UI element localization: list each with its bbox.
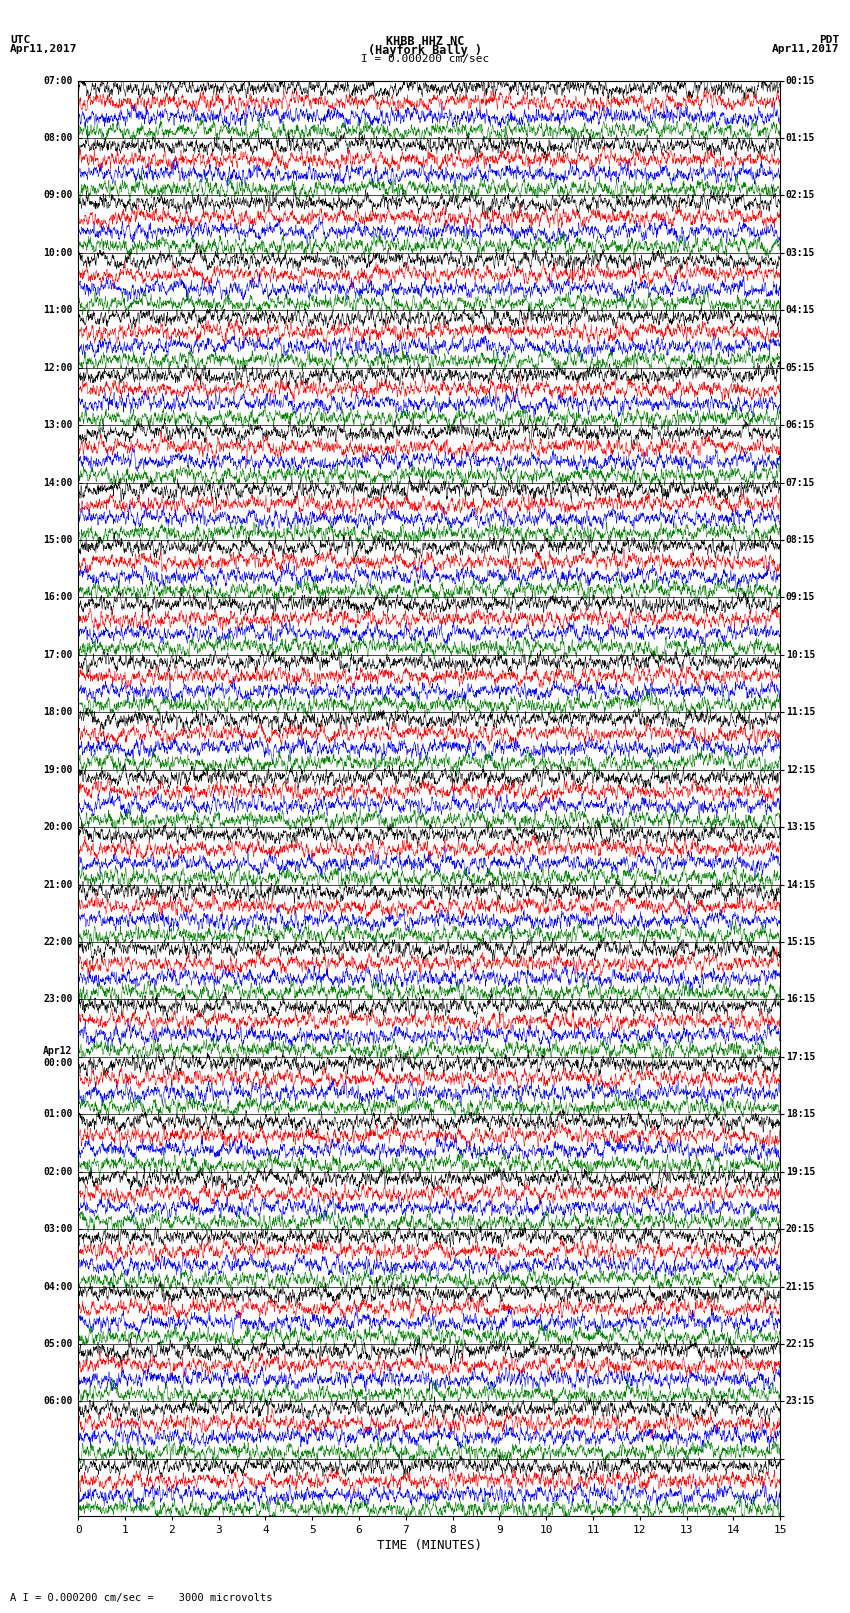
Text: 19:15: 19:15 xyxy=(786,1166,815,1176)
Text: 15:00: 15:00 xyxy=(43,536,72,545)
Text: 13:15: 13:15 xyxy=(786,823,815,832)
Text: 14:00: 14:00 xyxy=(43,477,72,487)
Text: 18:15: 18:15 xyxy=(786,1110,815,1119)
Text: 17:15: 17:15 xyxy=(786,1052,815,1061)
Text: 05:00: 05:00 xyxy=(43,1339,72,1348)
Text: 09:15: 09:15 xyxy=(786,592,815,602)
Text: 01:15: 01:15 xyxy=(786,134,815,144)
Text: (Hayfork Bally ): (Hayfork Bally ) xyxy=(368,44,482,56)
Text: 07:15: 07:15 xyxy=(786,477,815,487)
Text: 22:00: 22:00 xyxy=(43,937,72,947)
Text: 16:00: 16:00 xyxy=(43,592,72,602)
Text: 04:15: 04:15 xyxy=(786,305,815,315)
Text: KHBB HHZ NC: KHBB HHZ NC xyxy=(386,35,464,48)
Text: 19:00: 19:00 xyxy=(43,765,72,774)
Text: 02:00: 02:00 xyxy=(43,1166,72,1176)
Text: 10:00: 10:00 xyxy=(43,248,72,258)
Text: 11:00: 11:00 xyxy=(43,305,72,315)
Text: 17:00: 17:00 xyxy=(43,650,72,660)
Text: 08:15: 08:15 xyxy=(786,536,815,545)
Text: 21:15: 21:15 xyxy=(786,1282,815,1292)
Text: 11:15: 11:15 xyxy=(786,708,815,718)
Text: 21:00: 21:00 xyxy=(43,879,72,889)
Text: 10:15: 10:15 xyxy=(786,650,815,660)
Text: 08:00: 08:00 xyxy=(43,134,72,144)
Text: Apr11,2017: Apr11,2017 xyxy=(773,44,840,53)
Text: 13:00: 13:00 xyxy=(43,421,72,431)
Text: 23:15: 23:15 xyxy=(786,1397,815,1407)
Text: 14:15: 14:15 xyxy=(786,879,815,889)
Text: 20:15: 20:15 xyxy=(786,1224,815,1234)
Text: 09:00: 09:00 xyxy=(43,190,72,200)
Text: 05:15: 05:15 xyxy=(786,363,815,373)
Text: Apr11,2017: Apr11,2017 xyxy=(10,44,77,53)
Text: Apr12
00:00: Apr12 00:00 xyxy=(43,1047,72,1068)
X-axis label: TIME (MINUTES): TIME (MINUTES) xyxy=(377,1539,482,1552)
Text: 12:15: 12:15 xyxy=(786,765,815,774)
Text: I = 0.000200 cm/sec: I = 0.000200 cm/sec xyxy=(361,53,489,65)
Text: 06:00: 06:00 xyxy=(43,1397,72,1407)
Text: 12:00: 12:00 xyxy=(43,363,72,373)
Text: 00:15: 00:15 xyxy=(786,76,815,85)
Text: PDT: PDT xyxy=(819,35,840,45)
Text: 23:00: 23:00 xyxy=(43,995,72,1005)
Text: 07:00: 07:00 xyxy=(43,76,72,85)
Text: 03:00: 03:00 xyxy=(43,1224,72,1234)
Text: 04:00: 04:00 xyxy=(43,1282,72,1292)
Text: UTC: UTC xyxy=(10,35,31,45)
Text: 16:15: 16:15 xyxy=(786,995,815,1005)
Text: 15:15: 15:15 xyxy=(786,937,815,947)
Text: 20:00: 20:00 xyxy=(43,823,72,832)
Text: 22:15: 22:15 xyxy=(786,1339,815,1348)
Text: 03:15: 03:15 xyxy=(786,248,815,258)
Text: 06:15: 06:15 xyxy=(786,421,815,431)
Text: 02:15: 02:15 xyxy=(786,190,815,200)
Text: 18:00: 18:00 xyxy=(43,708,72,718)
Text: A I = 0.000200 cm/sec =    3000 microvolts: A I = 0.000200 cm/sec = 3000 microvolts xyxy=(10,1594,273,1603)
Text: 01:00: 01:00 xyxy=(43,1110,72,1119)
